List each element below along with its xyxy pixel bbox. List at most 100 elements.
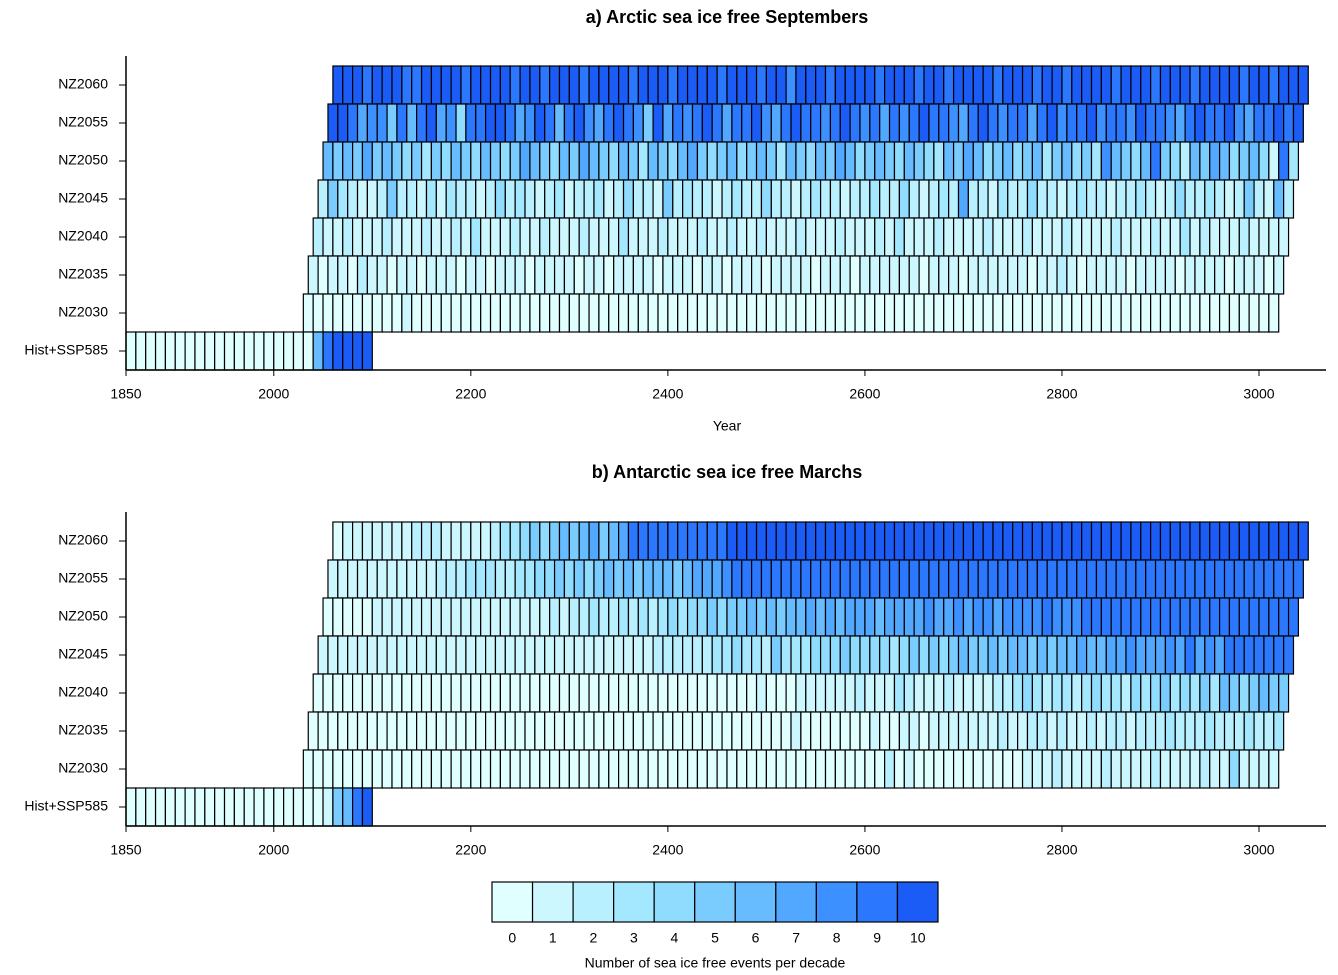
cell: [553, 635, 566, 675]
cell: [1085, 103, 1098, 143]
cell: [923, 293, 935, 333]
cell: [283, 787, 295, 827]
cell: [741, 179, 753, 219]
cell: [1105, 635, 1117, 675]
cell: [1154, 559, 1167, 599]
cell: [859, 635, 871, 675]
cell: [1179, 673, 1191, 713]
cell: [967, 103, 979, 143]
cell: [1228, 65, 1240, 105]
cell: [332, 597, 344, 637]
cell: [1021, 141, 1034, 181]
cell: [608, 673, 620, 713]
cell: [1199, 65, 1211, 105]
cell: [416, 103, 428, 143]
cell: [854, 293, 866, 333]
cell: [987, 635, 999, 675]
cell: [1100, 217, 1112, 257]
cell: [499, 521, 511, 561]
cell: [529, 217, 541, 257]
cell: [416, 559, 428, 599]
cell: [593, 179, 605, 219]
cell: [1189, 293, 1201, 333]
cell: [1258, 749, 1270, 789]
cell: [815, 673, 827, 713]
cell: [908, 255, 920, 295]
cell: [1110, 293, 1122, 333]
cell: [790, 559, 802, 599]
cell: [918, 255, 930, 295]
cell: [524, 635, 536, 675]
cell: [785, 217, 797, 257]
cell: [686, 673, 699, 713]
cell: [356, 635, 368, 675]
cell: [549, 141, 561, 181]
cell: [765, 597, 777, 637]
cell: [583, 711, 595, 751]
cell: [499, 65, 511, 105]
cell: [1248, 521, 1260, 561]
cell: [1258, 141, 1270, 181]
cell: [686, 597, 699, 637]
cell: [1066, 179, 1078, 219]
cell: [928, 103, 940, 143]
cell: [470, 749, 482, 789]
cell: [1253, 635, 1265, 675]
cell: [1189, 597, 1201, 637]
cell: [401, 293, 413, 333]
cell: [839, 103, 851, 143]
cell: [805, 141, 817, 181]
cell: [938, 179, 950, 219]
cell: [613, 635, 625, 675]
cell: [711, 179, 723, 219]
cell: [834, 597, 846, 637]
cell: [524, 711, 536, 751]
cell: [391, 65, 403, 105]
y-tick-label: NZ2035: [58, 722, 108, 738]
cell: [800, 711, 812, 751]
cell: [371, 597, 383, 637]
cell: [489, 521, 501, 561]
cell: [430, 217, 442, 257]
cell: [578, 521, 590, 561]
cell: [652, 635, 664, 675]
cell: [677, 217, 689, 257]
cell: [1159, 141, 1171, 181]
cell: [386, 635, 398, 675]
cell: [1056, 103, 1068, 143]
cell: [869, 711, 881, 751]
cell: [603, 711, 615, 751]
cell: [352, 521, 364, 561]
heatmap-row: [322, 141, 1300, 181]
cell: [706, 217, 718, 257]
cell: [1174, 559, 1186, 599]
cell: [1278, 217, 1290, 257]
cell: [736, 673, 748, 713]
cell: [1002, 293, 1014, 333]
heatmap-row: [302, 293, 1280, 333]
cell: [1194, 179, 1206, 219]
cell: [913, 673, 925, 713]
heatmap-row: [312, 673, 1290, 713]
colorbar-swatch: [815, 881, 858, 923]
cell: [1081, 293, 1093, 333]
cell: [302, 749, 314, 789]
cell: [1130, 141, 1142, 181]
cell: [233, 787, 245, 827]
cell: [337, 255, 349, 295]
cell: [445, 559, 457, 599]
cell: [1100, 673, 1112, 713]
cell: [957, 559, 969, 599]
cell: [884, 597, 896, 637]
cell: [908, 559, 920, 599]
cell: [1081, 673, 1093, 713]
cell: [1021, 65, 1034, 105]
cell: [549, 521, 561, 561]
cell: [430, 293, 442, 333]
cell: [480, 673, 492, 713]
cell: [962, 521, 974, 561]
cell: [706, 597, 718, 637]
cell: [1090, 141, 1102, 181]
cell: [642, 635, 654, 675]
